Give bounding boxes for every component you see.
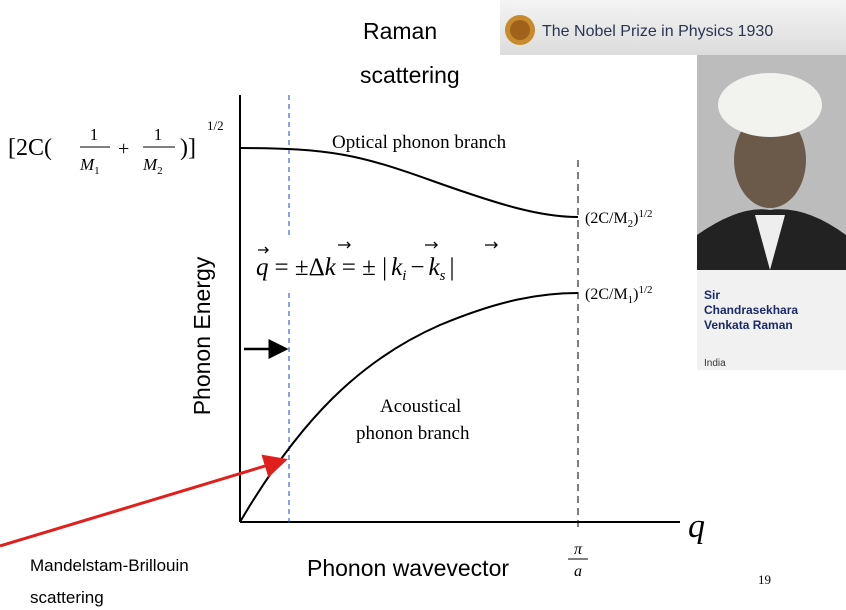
acoustical-label: Acoustical [380, 396, 461, 417]
photo-collar [755, 215, 785, 270]
x-end-num: π [574, 541, 583, 558]
photo-turban [718, 73, 822, 137]
optical-branch [239, 147, 579, 218]
banner [500, 0, 846, 55]
formula-part: ) [633, 210, 638, 227]
formula-part: M2 [142, 155, 163, 177]
acoustical-label: phonon branch [356, 423, 470, 444]
formula-part: q [256, 254, 269, 281]
brillouin-label: scattering [30, 588, 104, 607]
acoustical-branch [239, 292, 579, 523]
formula-part: M [79, 155, 95, 174]
banner-title: The Nobel Prize in Physics 1930 [542, 23, 773, 40]
formula-part: = ± | [342, 254, 387, 281]
laureate-country: India [704, 358, 726, 369]
formula-part: M1 [79, 155, 100, 177]
x-axis-title: Phonon wavevector [307, 555, 509, 581]
formula-part: i [402, 268, 406, 284]
formula-part: | [449, 254, 454, 281]
formula-part: 1/2 [639, 208, 653, 220]
formula-part: = ±Δ [275, 254, 325, 281]
formula-part: [2C( [8, 135, 52, 161]
laureate-name: Sir [704, 288, 720, 302]
laureate-box [697, 270, 846, 370]
optical-end: (2C/M2)1/2 [585, 208, 653, 230]
laureate-name: Venkata Raman [704, 318, 793, 332]
brillouin-label: Mandelstam-Brillouin [30, 556, 189, 575]
laureate-name: Chandrasekhara [704, 303, 798, 317]
formula-part: 2 [628, 218, 634, 230]
formula-part: 2 [157, 165, 163, 177]
optical-label: Optical phonon branch [332, 132, 507, 153]
formula-part: 1 [94, 165, 100, 177]
x-end-den: a [574, 563, 582, 580]
x-symbol: q [688, 508, 705, 545]
vector-arrows [258, 241, 498, 254]
formula-part: k [428, 254, 440, 281]
formula-part: 1 [154, 125, 163, 144]
formula-part: ) [633, 286, 638, 303]
equation-bg [252, 238, 532, 290]
formula-part: 1/2 [207, 118, 224, 133]
medal-inner [510, 20, 530, 40]
y-axis-title: Phonon Energy [189, 256, 215, 415]
vector-arrow [338, 241, 351, 249]
formula-top-left: [2C( 1 M1 + 1 M2 )] 1/2 [8, 118, 224, 177]
acoustic-end: (2C/M1)1/2 [585, 284, 653, 306]
vector-arrow [258, 246, 269, 254]
formula-part: k [391, 254, 403, 281]
formula-part: 1/2 [639, 284, 653, 296]
formula-part: k [325, 254, 337, 281]
vector-arrow [485, 241, 498, 249]
red-arrow [0, 454, 288, 548]
photo-face [734, 112, 806, 208]
formula-part: )] [180, 135, 196, 161]
formula-part: − [410, 254, 424, 281]
raman-label: scattering [360, 62, 460, 88]
raman-label: Raman [363, 18, 437, 44]
page-number: 19 [758, 572, 771, 587]
formula-part: s [440, 268, 446, 284]
formula-part: + [118, 138, 129, 160]
formula-part: M [142, 155, 158, 174]
formula-part: 1 [628, 294, 634, 306]
formula-part: 1 [90, 125, 99, 144]
formula-part: (2C/M [585, 286, 628, 303]
vector-arrow [425, 241, 438, 249]
formula-part: (2C/M [585, 210, 628, 227]
wave-equation: q = ±Δk = ± | ki − ks | [256, 254, 454, 284]
